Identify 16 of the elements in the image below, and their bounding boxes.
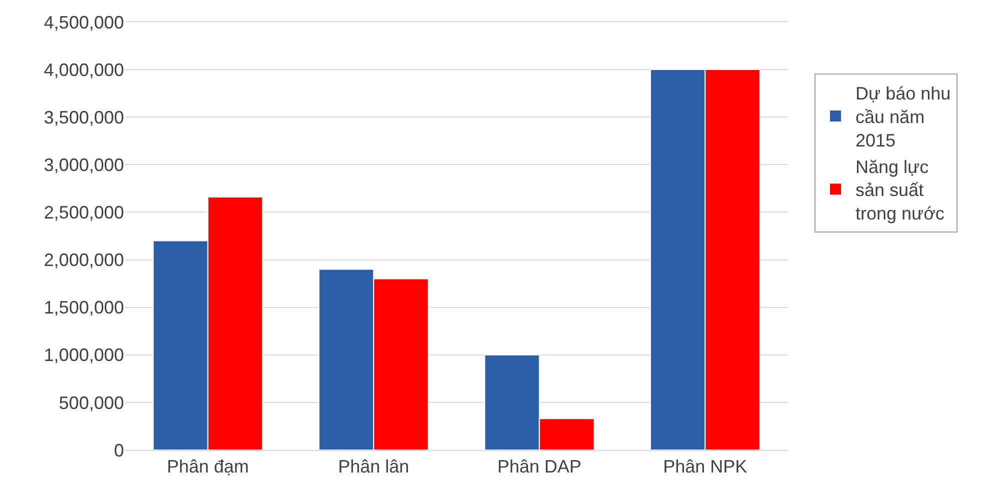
y-tick-label: 0 bbox=[114, 440, 124, 460]
y-tick-label: 4,000,000 bbox=[44, 60, 124, 80]
y-tick-label: 500,000 bbox=[58, 392, 124, 413]
y-tick-label: 3,500,000 bbox=[44, 107, 124, 128]
x-tick-label: Phân lân bbox=[338, 456, 410, 477]
legend-label: Năng lực sản suất trong nước bbox=[856, 156, 944, 224]
x-tick-label: Phân DAP bbox=[497, 456, 582, 477]
y-tick-label: 1,500,000 bbox=[44, 298, 124, 318]
y-tick-label: 2,000,000 bbox=[44, 250, 124, 270]
y-tick-label: 2,500,000 bbox=[44, 202, 124, 223]
y-tick-label: 3,000,000 bbox=[44, 154, 124, 175]
y-tick-label: 4,500,000 bbox=[44, 12, 124, 32]
y-tick-label: 1,000,000 bbox=[44, 345, 124, 366]
x-tick-label: Phân đạm bbox=[166, 456, 249, 477]
x-tick-label: Phân NPK bbox=[663, 456, 748, 477]
legend-label: Dự báo nhu cầu năm 2015 bbox=[856, 84, 951, 150]
